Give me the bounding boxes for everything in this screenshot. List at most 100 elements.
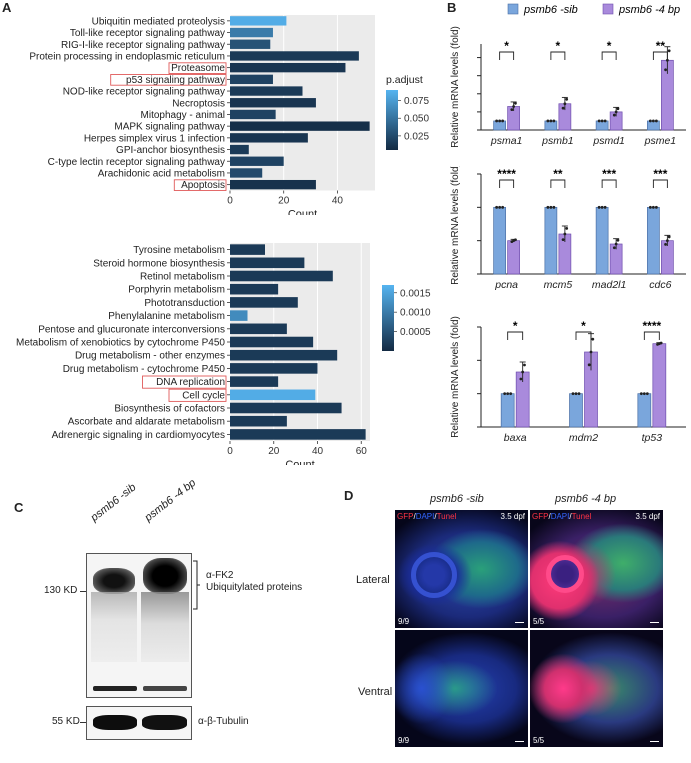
y-tick-label: Pentose and glucuronate interconversions <box>38 324 225 335</box>
data-point <box>563 232 567 236</box>
colorbar-tick-label: 0.0015 <box>400 288 431 299</box>
y-tick-label: Porphyrin metabolism <box>128 285 225 296</box>
x-axis-label: Count <box>288 209 317 216</box>
data-point <box>501 119 505 123</box>
antibody-fk2: α-FK2 <box>206 570 234 581</box>
significance-bracket <box>643 331 660 340</box>
y-tick-label: Biosynthesis of cofactors <box>114 404 225 415</box>
bar <box>230 349 338 361</box>
data-point <box>514 238 517 242</box>
category-label: cdc6 <box>649 279 671 291</box>
bar <box>230 133 308 143</box>
bar <box>230 297 298 308</box>
y-axis-label: Relative mRNA levels (fold) <box>450 26 461 148</box>
significance-label: **** <box>497 167 516 181</box>
significance-label: * <box>504 39 509 53</box>
highlight-box <box>173 179 227 191</box>
data-point <box>616 107 620 111</box>
data-point <box>603 205 607 209</box>
bar-mut <box>507 240 520 275</box>
bar-mut <box>652 343 667 428</box>
data-point <box>563 102 567 106</box>
qpcr-chart-apoptosis: Relative mRNA levels (fold) * baxa * mdm2 ***… <box>450 316 686 444</box>
data-point <box>597 205 601 209</box>
y-tick-label: Steroid hormone biosynthesis <box>93 258 225 269</box>
y-tick-label: Proteasome <box>171 63 225 74</box>
data-point <box>651 205 655 209</box>
data-point <box>659 341 663 345</box>
stage-label: 3.5 dpf <box>635 512 660 521</box>
bar <box>230 283 279 295</box>
y-tick-label: p53 signaling pathway <box>126 75 225 86</box>
bar <box>230 16 287 26</box>
data-point <box>664 68 667 72</box>
y-tick-label: GPI-anchor biosynthesis <box>116 145 225 156</box>
y-axis-label: Relative mRNA levels (fold) <box>450 166 461 285</box>
data-point <box>577 392 581 396</box>
y-tick-label: DNA replication <box>156 377 225 388</box>
legend-swatch-mut <box>602 3 614 15</box>
data-point <box>565 97 569 101</box>
significance-label: * <box>581 319 586 333</box>
scale-bar <box>515 741 524 742</box>
count-label: 9/9 <box>398 617 410 626</box>
legend-label-sib: psmb6 -sib <box>523 4 578 16</box>
y-tick-label: Arachidonic acid metabolism <box>98 168 225 179</box>
legend-swatch-sib <box>507 3 519 15</box>
bar-sib <box>500 393 515 428</box>
count-label: 9/9 <box>398 736 410 745</box>
bar <box>230 336 314 348</box>
category-label: mad2l1 <box>592 279 626 291</box>
category-label: psmb1 <box>541 135 574 147</box>
colorbar <box>382 285 394 351</box>
highlight-box <box>142 375 227 389</box>
y-tick-label: Drug metabolism - other enzymes <box>75 351 225 362</box>
scale-bar <box>650 741 659 742</box>
bar <box>230 429 366 440</box>
data-point <box>512 105 516 108</box>
y-tick-label: Ascorbate and aldarate metabolism <box>68 417 225 428</box>
significance-label: **** <box>642 319 661 333</box>
significance-bracket <box>601 51 617 60</box>
y-tick-label: Protein processing in endoplasmic reticu… <box>29 51 225 62</box>
data-point <box>509 392 513 396</box>
category-label: pcna <box>494 279 518 291</box>
antibody-fk2-target: Ubiquitylated proteins <box>206 582 303 593</box>
data-point <box>561 106 565 110</box>
bar <box>230 323 287 335</box>
bar <box>230 168 263 178</box>
image-ventral-sib: 9/9 <box>395 630 528 747</box>
row-title-ventral: Ventral <box>358 686 393 698</box>
panel-label-b: B <box>447 0 457 15</box>
data-point <box>667 235 671 239</box>
x-tick-label: 40 <box>312 446 324 457</box>
data-point <box>503 392 507 396</box>
data-point <box>614 110 618 114</box>
significance-bracket <box>575 331 592 340</box>
bar-sib <box>637 393 652 428</box>
blot-fk2 <box>86 553 192 698</box>
data-point <box>664 243 667 246</box>
data-point <box>642 392 646 396</box>
marker-130kd: 130 KD <box>44 585 78 596</box>
bar <box>230 144 249 155</box>
bar <box>230 51 359 61</box>
x-tick-label: 20 <box>268 446 280 457</box>
y-tick-label: Phenylalanine metabolism <box>108 311 225 322</box>
bar <box>230 257 305 269</box>
data-point <box>587 363 591 367</box>
y-tick-label: C-type lectin receptor signaling pathway <box>48 157 225 168</box>
bar <box>230 310 248 321</box>
count-label: 5/5 <box>533 617 545 626</box>
colorbar-tick-label: 0.025 <box>404 131 429 142</box>
qpcr-chart-cell-cycle: Relative mRNA levels (fold) **** pcna ** mcm… <box>450 166 686 291</box>
bracket-ubiquitylated <box>193 560 200 610</box>
bar <box>230 156 284 166</box>
data-point <box>495 119 499 123</box>
data-point <box>612 246 616 250</box>
stain-labels: GFP/DAPI/Tunel <box>397 512 457 521</box>
y-tick-label: Mitophagy - animal <box>141 110 225 121</box>
data-point <box>519 377 523 381</box>
data-point <box>600 119 604 123</box>
colorbar-tick-label: 0.050 <box>404 114 429 125</box>
